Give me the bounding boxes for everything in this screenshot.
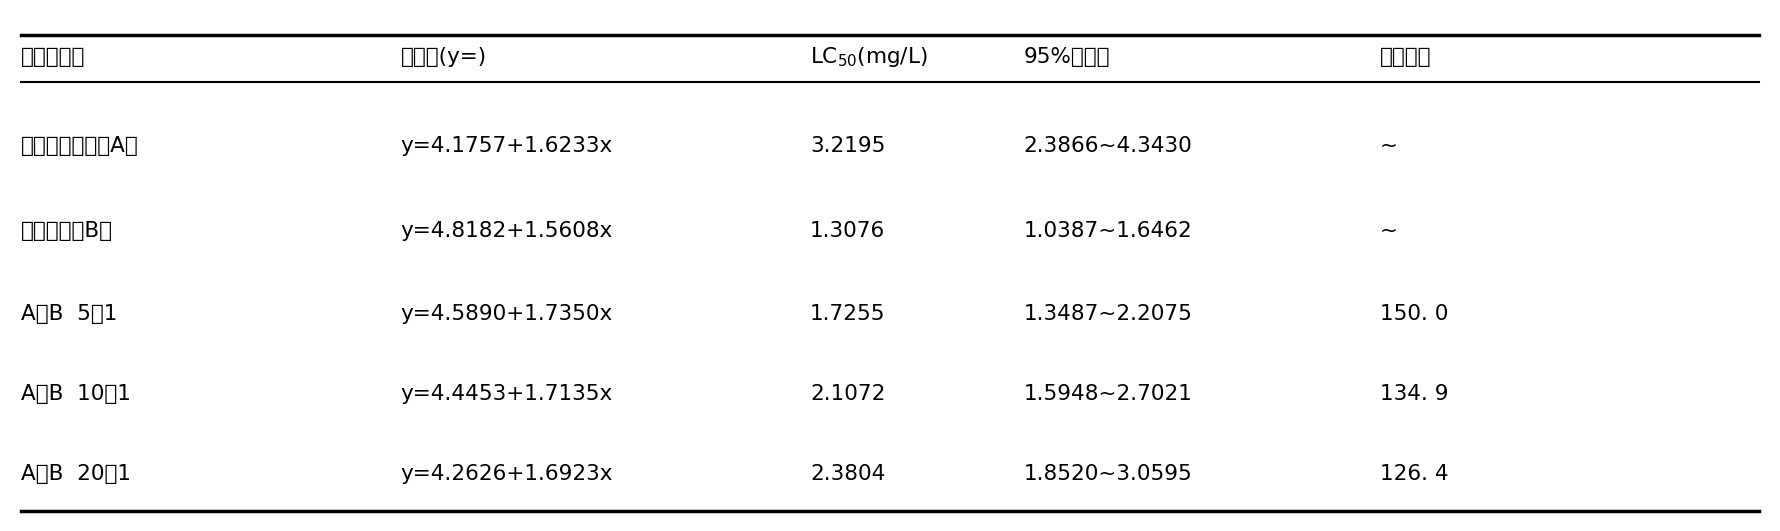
Text: y=4.4453+1.7135x: y=4.4453+1.7135x (400, 384, 612, 404)
Text: 氯虫苯甲酰胺（A）: 氯虫苯甲酰胺（A） (21, 136, 139, 156)
Text: A＋B  20：1: A＋B 20：1 (21, 464, 132, 484)
Text: 回归式(y=): 回归式(y=) (400, 47, 486, 67)
Text: A＋B  5：1: A＋B 5：1 (21, 304, 117, 324)
Text: A＋B  10：1: A＋B 10：1 (21, 384, 132, 404)
Text: 1.0387~1.6462: 1.0387~1.6462 (1023, 221, 1193, 241)
Text: 134. 9: 134. 9 (1380, 384, 1447, 404)
Text: y=4.8182+1.5608x: y=4.8182+1.5608x (400, 221, 612, 241)
Text: 2.1072: 2.1072 (810, 384, 885, 404)
Text: y=4.2626+1.6923x: y=4.2626+1.6923x (400, 464, 612, 484)
Text: 95%置信限: 95%置信限 (1023, 47, 1111, 67)
Text: 2.3804: 2.3804 (810, 464, 885, 484)
Text: ~: ~ (1380, 136, 1397, 156)
Text: 1.8520~3.0595: 1.8520~3.0595 (1023, 464, 1193, 484)
Text: ~: ~ (1380, 221, 1397, 241)
Text: 3.2195: 3.2195 (810, 136, 885, 156)
Text: 1.7255: 1.7255 (810, 304, 885, 324)
Text: 阿维菌素（B）: 阿维菌素（B） (21, 221, 114, 241)
Text: 126. 4: 126. 4 (1380, 464, 1449, 484)
Text: 2.3866~4.3430: 2.3866~4.3430 (1023, 136, 1193, 156)
Text: y=4.1757+1.6233x: y=4.1757+1.6233x (400, 136, 612, 156)
Text: 1.3487~2.2075: 1.3487~2.2075 (1023, 304, 1193, 324)
Text: 1.5948~2.7021: 1.5948~2.7021 (1023, 384, 1193, 404)
Text: 共毒系数: 共毒系数 (1380, 47, 1431, 67)
Text: 150. 0: 150. 0 (1380, 304, 1447, 324)
Text: 药剂及配比: 药剂及配比 (21, 47, 85, 67)
Text: 1.3076: 1.3076 (810, 221, 885, 241)
Text: y=4.5890+1.7350x: y=4.5890+1.7350x (400, 304, 612, 324)
Text: LC$_{50}$(mg/L): LC$_{50}$(mg/L) (810, 45, 927, 70)
